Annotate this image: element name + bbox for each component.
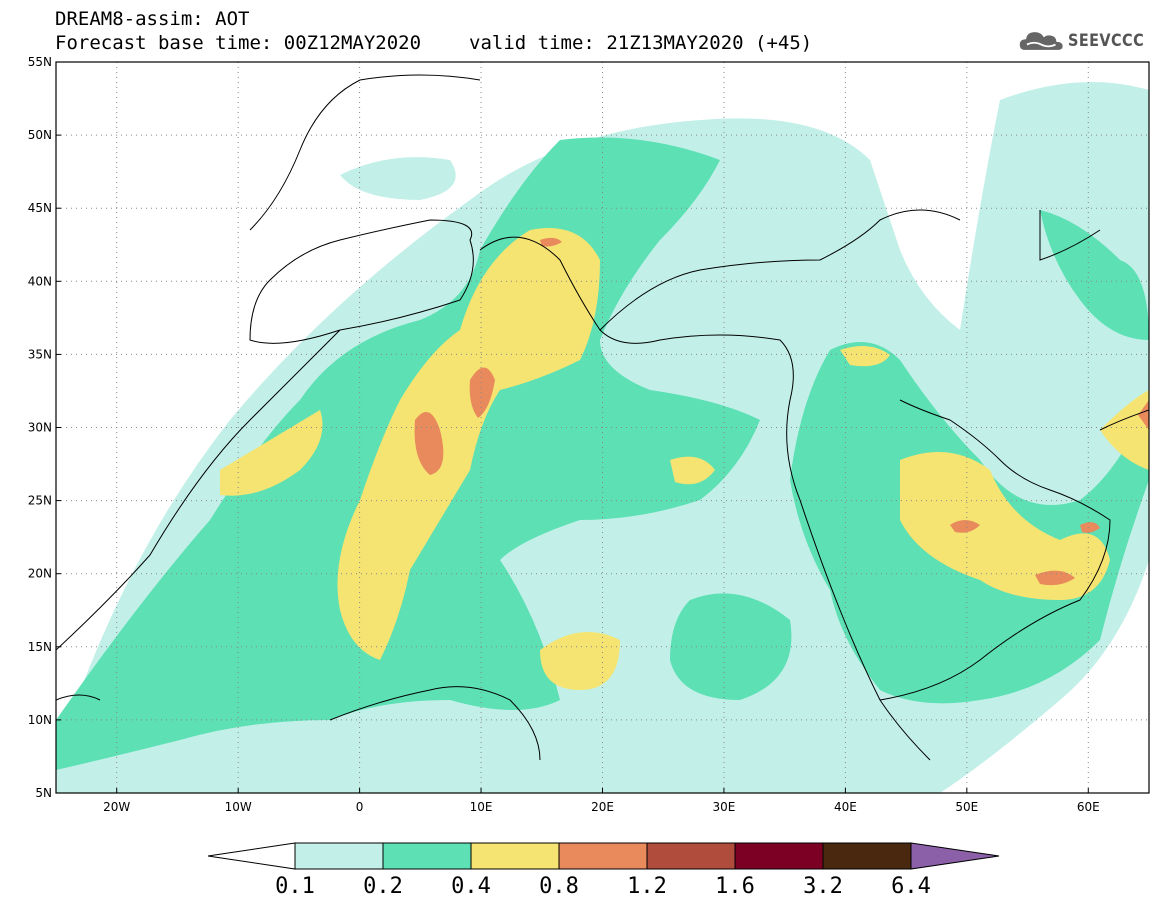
coastlines (56, 74, 1149, 761)
seevccc-logo: SEEVCCC (1018, 24, 1158, 58)
forecast-base-time: Forecast base time: 00Z12MAY2020 (55, 32, 422, 54)
lon-tick-label: 10E (470, 800, 493, 814)
lon-tick-label: 60E (1077, 800, 1100, 814)
colorbar-swatch (822, 842, 912, 870)
lon-tick-label: 10W (225, 800, 252, 814)
lon-tick-label: 30E (713, 800, 736, 814)
colorbar: 0.1 0.2 0.4 0.8 1.2 1.6 3.2 6.4 (207, 842, 1000, 899)
colorbar-level-label: 1.6 (715, 874, 755, 899)
aot-level-0.4 (220, 228, 1149, 690)
graticule (56, 62, 1149, 793)
lat-tick-label: 5N (35, 786, 52, 800)
lat-tick-label: 10N (28, 713, 52, 727)
chart-subtitle: Forecast base time: 00Z12MAY2020 valid ti… (55, 32, 812, 54)
colorbar-swatch (294, 842, 384, 870)
lat-tick-label: 50N (28, 128, 52, 142)
colorbar-level-label: 3.2 (803, 874, 843, 899)
colorbar-swatch (558, 842, 648, 870)
lat-tick-label: 15N (28, 640, 52, 654)
colorbar-level-label: 0.4 (451, 874, 491, 899)
cloud-icon (1019, 32, 1063, 50)
longitude-labels: 20W 10W 0 10E 20E 30E 40E 50E 60E (103, 788, 1100, 814)
colorbar-over-triangle (910, 842, 1000, 870)
colorbar-level-label: 0.8 (539, 874, 579, 899)
lat-tick-label: 45N (28, 201, 52, 215)
valid-time: valid time: 21Z13MAY2020 (+45) (469, 32, 813, 54)
lat-tick-label: 55N (28, 55, 52, 69)
lon-tick-label: 40E (834, 800, 857, 814)
lon-tick-label: 20E (591, 800, 614, 814)
colorbar-level-label: 6.4 (891, 874, 931, 899)
lat-tick-label: 25N (28, 494, 52, 508)
colorbar-under-triangle (207, 842, 296, 870)
lat-tick-label: 20N (28, 567, 52, 581)
colorbar-level-label: 0.1 (275, 874, 315, 899)
colorbar-swatch (470, 842, 560, 870)
chart-title: DREAM8-assim: AOT (55, 8, 250, 30)
colorbar-swatch (646, 842, 736, 870)
lat-tick-label: 35N (28, 347, 52, 361)
lat-tick-label: 30N (28, 421, 52, 435)
colorbar-level-label: 1.2 (627, 874, 667, 899)
colorbar-swatch (382, 842, 472, 870)
lon-tick-label: 0 (356, 800, 364, 814)
colorbar-level-label: 0.2 (363, 874, 403, 899)
colorbar-swatch (734, 842, 824, 870)
lon-tick-label: 50E (955, 800, 978, 814)
lon-tick-label: 20W (103, 800, 130, 814)
latitude-labels: 55N 50N 45N 40N 35N 30N 25N 20N 15N 10N 5N (28, 55, 61, 800)
lat-tick-label: 40N (28, 274, 52, 288)
logo-text: SEEVCCC (1068, 31, 1145, 51)
